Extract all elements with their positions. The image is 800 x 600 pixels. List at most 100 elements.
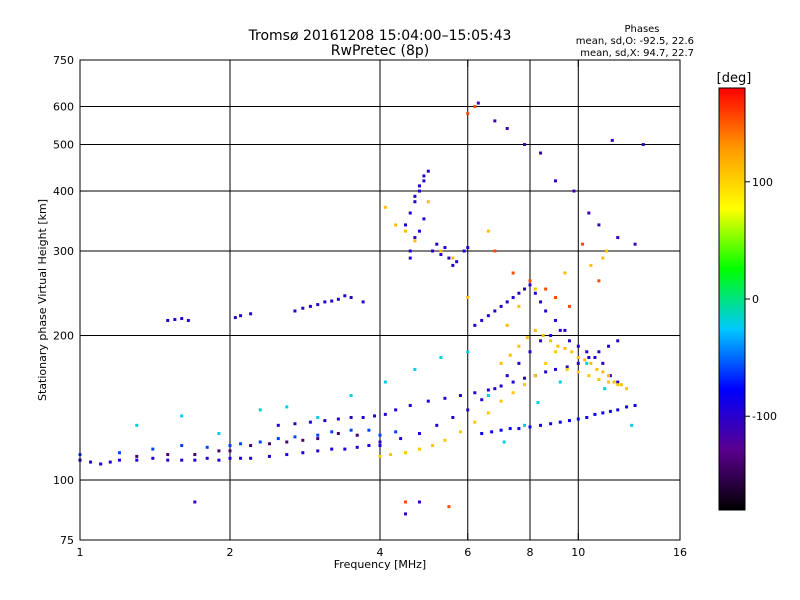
y-tick-label: 600: [53, 101, 74, 114]
data-point: [135, 454, 139, 458]
data-point: [567, 419, 571, 423]
data-point: [276, 437, 280, 441]
data-point: [408, 249, 412, 253]
data-point: [597, 223, 601, 227]
data-point: [466, 350, 470, 354]
data-point: [544, 370, 548, 374]
data-point: [630, 423, 634, 427]
data-point: [587, 211, 591, 215]
data-point: [293, 422, 297, 426]
data-point: [610, 138, 614, 142]
data-point: [389, 453, 393, 457]
data-point: [473, 391, 477, 395]
data-point: [403, 229, 407, 233]
data-point: [633, 242, 637, 246]
data-point: [349, 428, 353, 432]
x-tick-label: 8: [527, 546, 534, 559]
stats-line-o: mean, sd,O: -92.5, 22.6: [576, 36, 694, 47]
data-point: [480, 432, 484, 436]
data-point: [499, 361, 503, 365]
data-point: [258, 408, 262, 412]
y-tick-label: 400: [53, 185, 74, 198]
data-point: [539, 300, 543, 304]
y-tick-label: 300: [53, 245, 74, 258]
data-point: [493, 309, 497, 313]
data-point: [486, 229, 490, 233]
data-point: [616, 383, 620, 387]
y-tick-label: 75: [60, 534, 74, 547]
data-point: [476, 101, 480, 105]
data-point: [349, 394, 353, 398]
data-point: [511, 296, 515, 300]
data-point: [336, 297, 340, 301]
data-point: [597, 350, 601, 354]
data-point: [587, 355, 591, 359]
data-point: [536, 401, 540, 405]
data-point: [228, 456, 232, 460]
data-point: [451, 256, 455, 260]
data-point: [355, 445, 359, 449]
data-point: [576, 361, 580, 365]
data-point: [607, 374, 611, 378]
data-point: [493, 119, 497, 123]
y-tick-label: 750: [53, 54, 74, 67]
data-point: [572, 189, 576, 193]
data-point: [417, 189, 421, 193]
data-point: [607, 380, 611, 384]
data-point: [517, 361, 521, 365]
data-point: [193, 453, 197, 457]
data-point: [458, 430, 462, 434]
data-point: [486, 314, 490, 318]
stats-heading: Phases: [624, 24, 659, 35]
x-tick-label: 4: [377, 546, 384, 559]
data-point: [343, 294, 347, 298]
data-point: [239, 442, 243, 446]
data-point: [336, 432, 340, 436]
data-point: [593, 355, 597, 359]
data-point: [517, 427, 521, 431]
data-point: [378, 433, 382, 437]
data-point: [608, 374, 612, 378]
data-point: [443, 438, 447, 442]
data-point: [523, 383, 527, 387]
data-point: [413, 367, 417, 371]
data-point: [473, 323, 477, 327]
data-point: [413, 236, 417, 240]
data-point: [523, 143, 527, 147]
data-point: [505, 323, 509, 327]
data-point: [605, 249, 609, 253]
data-point: [486, 388, 490, 392]
data-point: [361, 415, 365, 419]
data-point: [539, 151, 543, 155]
data-point: [431, 249, 435, 253]
data-point: [293, 435, 297, 439]
data-point: [576, 355, 580, 359]
data-point: [549, 339, 553, 343]
data-point: [426, 169, 430, 173]
data-point: [239, 314, 243, 318]
data-point: [435, 423, 439, 427]
data-point: [570, 350, 574, 354]
data-point: [217, 449, 221, 453]
data-point: [528, 350, 532, 354]
data-point: [301, 451, 305, 455]
data-point: [217, 432, 221, 436]
x-tick-label: 10: [571, 546, 585, 559]
data-point: [462, 249, 466, 253]
data-point: [285, 453, 289, 457]
data-point: [502, 440, 506, 444]
data-point: [597, 279, 601, 283]
data-point: [403, 223, 407, 227]
data-point: [619, 383, 623, 387]
data-point: [473, 105, 477, 109]
data-point: [567, 339, 571, 343]
data-point: [549, 334, 553, 338]
data-point: [528, 279, 532, 283]
colorbar-tick-label: -100: [752, 410, 777, 423]
data-point: [373, 414, 377, 418]
data-point: [625, 387, 629, 391]
data-point: [451, 263, 455, 267]
data-point: [439, 253, 443, 257]
data-point: [426, 399, 430, 403]
data-point: [601, 411, 605, 415]
